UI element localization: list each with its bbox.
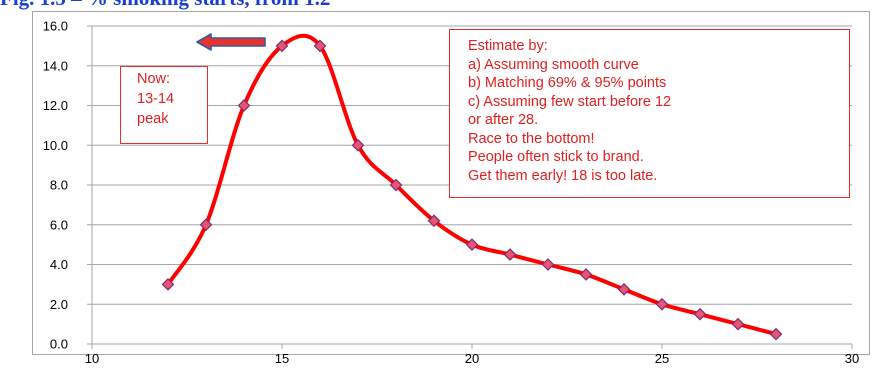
- data-point-marker: [351, 138, 365, 152]
- x-tick-label: 25: [655, 351, 669, 366]
- callout-line: b) Matching 69% & 95% points: [468, 75, 667, 91]
- y-tick-label: 4.0: [50, 257, 68, 272]
- axes: [87, 25, 853, 349]
- data-markers: [161, 39, 783, 341]
- callout-line: Race to the bottom!: [468, 130, 595, 147]
- callout-line: Get them early! 18 is too late.: [468, 167, 658, 184]
- y-tick-label: 10.0: [43, 138, 68, 153]
- data-point-marker: [427, 214, 441, 228]
- data-point-marker: [389, 178, 403, 192]
- x-tick-label: 10: [85, 351, 99, 366]
- callout-line: People often stick to brand.: [468, 149, 644, 165]
- callout-line: Estimate by:: [468, 38, 548, 54]
- data-point-marker: [731, 317, 745, 331]
- y-tick-label: 6.0: [50, 217, 68, 232]
- data-point-marker: [237, 99, 251, 112]
- callout-line: c) Assuming few start before 12: [468, 93, 672, 110]
- data-point-marker: [769, 327, 783, 341]
- data-point-marker: [465, 238, 479, 251]
- x-tick-label: 30: [845, 351, 859, 366]
- data-point-marker: [617, 282, 631, 296]
- data-point-marker: [161, 278, 175, 291]
- left-arrow-icon: [196, 33, 266, 51]
- left-arrow-annotation: [196, 33, 266, 51]
- callout-line: a) Assuming smooth curve: [468, 56, 639, 73]
- data-point-marker: [503, 248, 517, 261]
- y-tick-label: 0.0: [50, 337, 68, 352]
- figure-title: Fig. 1.5 – % smoking starts, from 1.2: [0, 0, 330, 9]
- data-point-marker: [579, 268, 593, 281]
- data-point-marker: [655, 297, 669, 311]
- x-tick-labels: 10 15 20 25 30: [85, 351, 859, 366]
- y-tick-label: 14.0: [43, 58, 68, 73]
- plot-frame: [32, 11, 870, 355]
- callout-line: 13-14: [137, 91, 175, 107]
- callout-line: or after 28.: [468, 112, 539, 128]
- data-point-marker: [275, 39, 289, 53]
- y-tick-label: 8.0: [50, 178, 68, 193]
- now-peak-callout: Now: 13-14 peak: [120, 66, 208, 144]
- estimate-notes-callout: Estimate by: a) Assuming smooth curve b)…: [449, 29, 850, 198]
- x-tick-label: 20: [465, 351, 479, 366]
- callout-line: peak: [137, 111, 169, 127]
- callout-line: Now:: [137, 71, 171, 87]
- data-point-marker: [541, 258, 555, 271]
- y-tick-label: 12.0: [43, 98, 68, 113]
- y-tick-label: 16.0: [43, 19, 68, 34]
- data-point-marker: [313, 39, 327, 53]
- y-tick-label: 2.0: [50, 297, 68, 312]
- x-tick-label: 15: [275, 351, 289, 366]
- y-tick-labels: 0.0 2.0 4.0 6.0 8.0 10.0 12.0 14.0 16.0: [43, 19, 68, 352]
- data-point-marker: [199, 218, 213, 232]
- data-point-marker: [693, 307, 707, 321]
